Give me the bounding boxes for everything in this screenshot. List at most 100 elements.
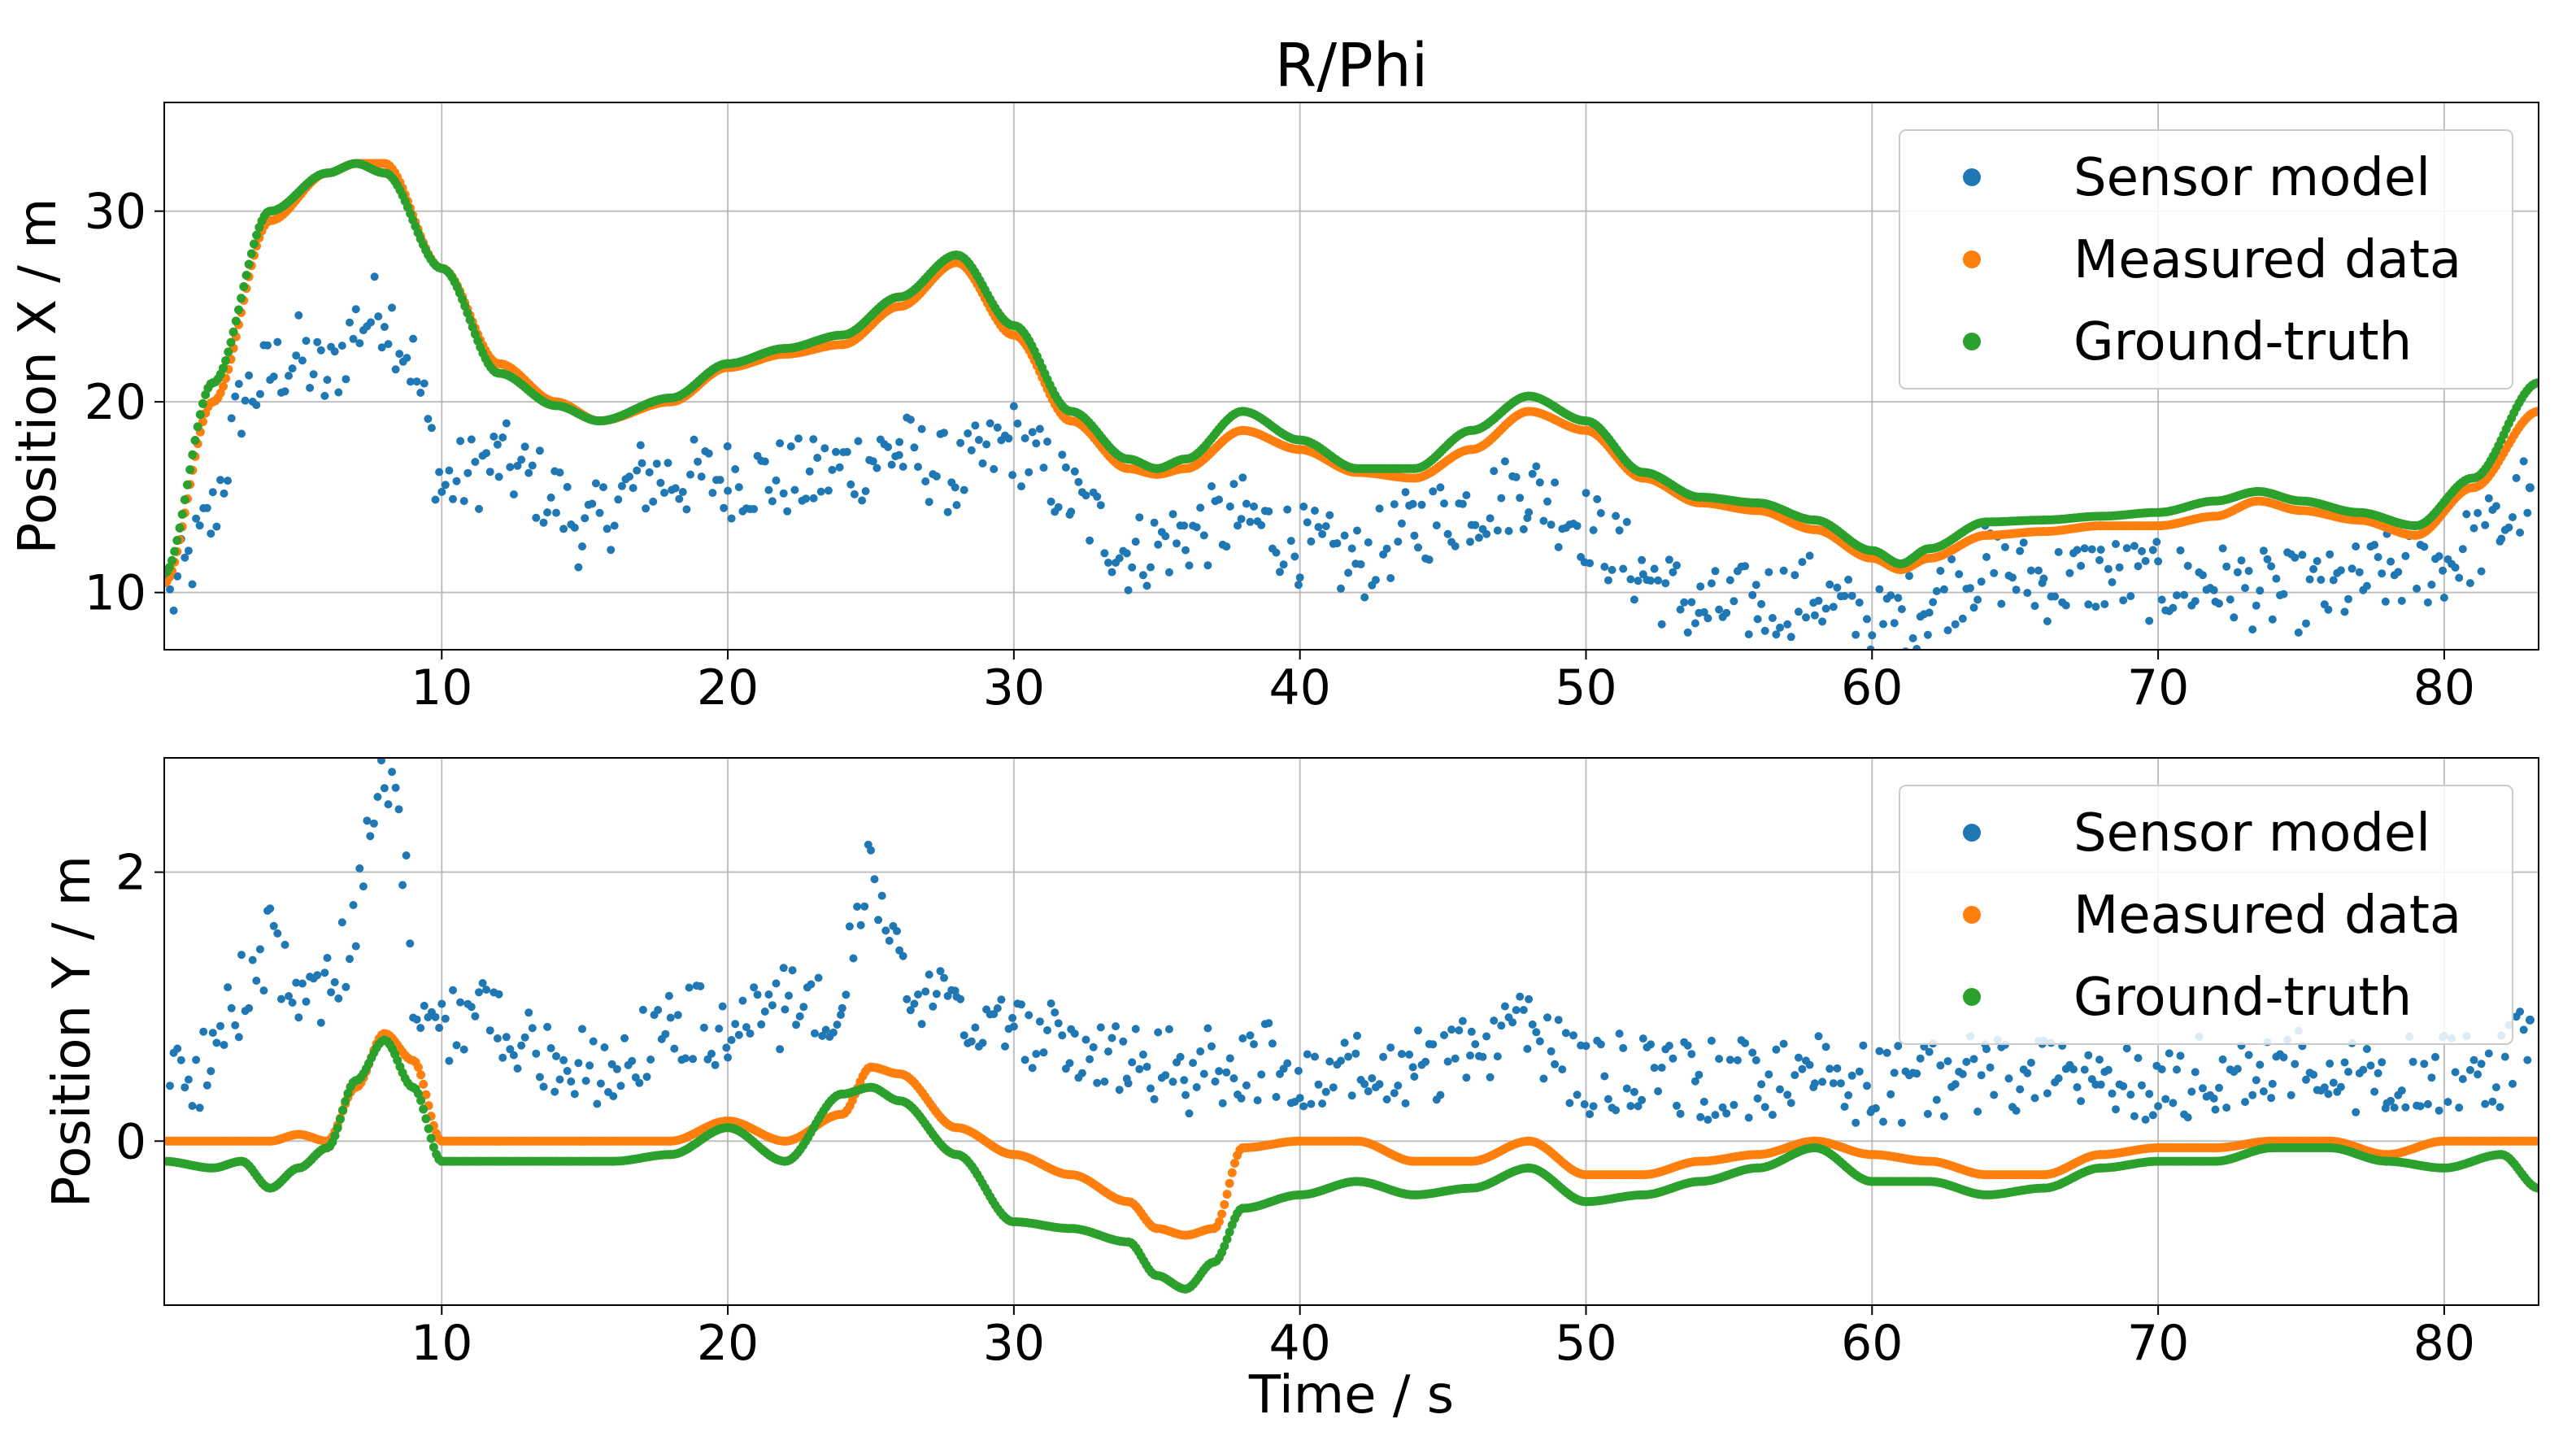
data-point (1008, 471, 1017, 480)
data-point (1272, 1093, 1281, 1101)
data-point (2366, 1061, 2375, 1070)
data-point (1414, 1026, 1422, 1035)
data-point (1608, 565, 1617, 574)
data-point (1192, 1083, 1201, 1091)
data-point (1154, 1028, 1163, 1037)
data-point (2233, 1064, 2242, 1073)
data-point (1741, 1038, 1750, 1047)
data-point (1046, 497, 1055, 506)
data-point (1561, 1029, 1570, 1038)
data-point (298, 356, 307, 365)
data-point (2423, 1099, 2432, 1108)
data-point (2496, 1103, 2504, 1112)
data-point (1580, 1100, 1589, 1108)
data-point (177, 510, 187, 519)
data-point (1051, 1008, 1060, 1017)
data-point (2481, 520, 2490, 529)
data-point (2370, 541, 2379, 550)
data-point (2374, 1069, 2382, 1077)
data-point (306, 384, 315, 392)
data-point (2423, 598, 2432, 607)
data-point (1661, 579, 1670, 588)
data-point (1512, 1006, 1521, 1015)
data-point (1246, 1031, 1255, 1040)
data-point (1532, 462, 1541, 471)
data-point (2008, 573, 2017, 582)
data-point (1028, 428, 1037, 437)
data-point (2355, 568, 2364, 577)
data-point (273, 929, 282, 938)
data-point (391, 365, 400, 374)
data-point (1443, 1057, 1452, 1066)
data-point (1554, 542, 1563, 551)
data-point (1638, 555, 1647, 564)
data-point (1634, 1102, 1643, 1111)
data-point (885, 936, 894, 945)
data-point (578, 542, 586, 551)
data-point (1020, 1055, 1029, 1064)
data-point (1586, 1110, 1595, 1119)
data-point (635, 1078, 644, 1087)
data-point (220, 489, 228, 498)
data-point (567, 1077, 576, 1086)
data-point (1748, 590, 1757, 599)
data-point (849, 954, 858, 963)
data-point (502, 419, 511, 428)
data-point (1386, 574, 1395, 582)
data-point (1875, 1047, 1884, 1055)
data-point (914, 990, 922, 999)
data-point (2477, 567, 2486, 576)
data-point (2294, 628, 2303, 637)
data-point (2115, 563, 2124, 572)
data-point (2112, 540, 2120, 548)
data-point (1554, 1016, 1563, 1025)
data-point (2435, 1106, 2443, 1115)
data-point (795, 1012, 804, 1021)
data-point (183, 480, 192, 490)
data-point (1932, 587, 1941, 595)
data-point (1593, 494, 1602, 503)
data-point (1462, 491, 1471, 499)
data-point (1290, 552, 1299, 561)
data-point (482, 449, 491, 458)
data-point (234, 1033, 243, 1042)
data-point (686, 470, 694, 479)
data-point (2145, 616, 2154, 625)
data-point (2244, 1051, 2253, 1060)
x-tick-label: 70 (2127, 659, 2189, 716)
data-point (176, 1055, 185, 1064)
data-point (524, 468, 533, 477)
data-point (638, 1005, 647, 1014)
data-point (1086, 536, 1094, 545)
data-point (1603, 576, 1612, 585)
data-point (1490, 467, 1499, 476)
data-point (1852, 1118, 1860, 1127)
data-point (1683, 1041, 1692, 1050)
data-point (227, 1003, 236, 1012)
data-point (1405, 1050, 1414, 1059)
data-point (1295, 1094, 1304, 1103)
data-point (1879, 1117, 1887, 1126)
data-point (1462, 1073, 1471, 1082)
data-point (1551, 478, 1560, 487)
data-point (269, 372, 278, 381)
data-point (463, 308, 472, 318)
data-point (1432, 521, 1441, 530)
data-point (1386, 1043, 1395, 1052)
data-point (2183, 1113, 2192, 1122)
data-point (694, 457, 703, 466)
data-point (925, 970, 933, 979)
data-point (1295, 573, 1304, 582)
data-point (603, 524, 611, 533)
data-point (1208, 1042, 1216, 1051)
data-point (431, 1012, 440, 1021)
data-point (1371, 576, 1380, 585)
data-point (993, 1004, 1002, 1012)
data-point (760, 457, 769, 466)
data-point (1466, 538, 1474, 546)
data-point (313, 971, 322, 980)
data-point (2084, 600, 2093, 609)
data-point (881, 926, 890, 935)
data-point (188, 580, 197, 589)
data-point (1242, 499, 1251, 508)
